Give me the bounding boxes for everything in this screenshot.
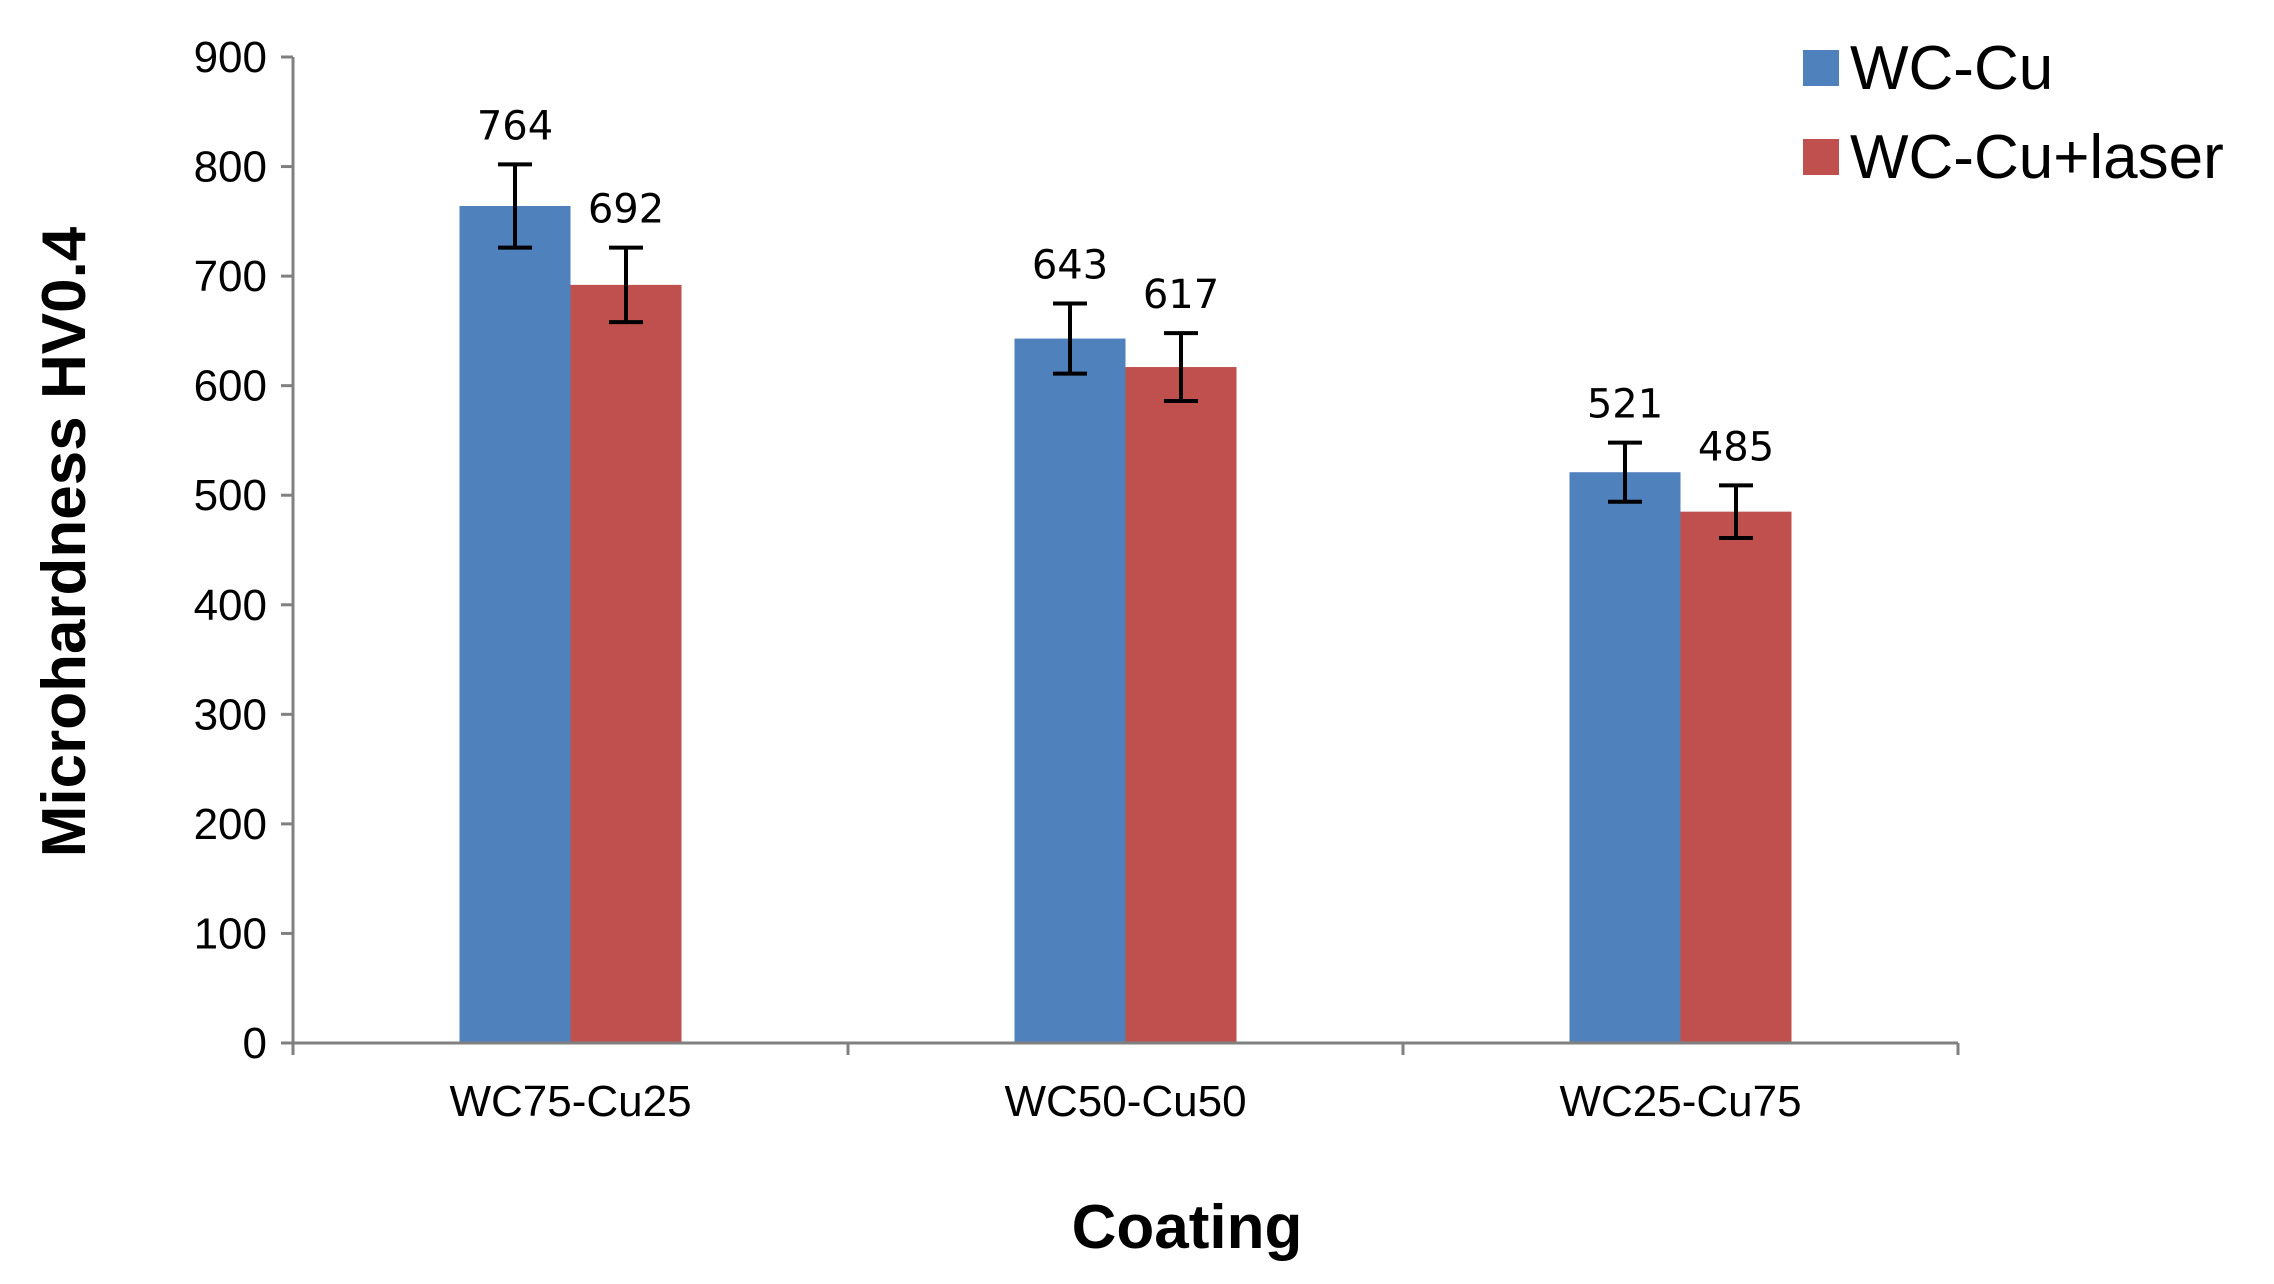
data-labels-layer: 764 643 521 692 617 485 [477,103,1774,470]
legend-label-wc-cu: WC-Cu [1850,34,2053,103]
legend: WC-Cu WC-Cu+laser [1803,34,2224,192]
data-label: 485 [1698,424,1774,470]
axes-layer [291,57,1958,1045]
data-label: 643 [1032,243,1108,289]
bar-wc-cu-2 [1569,472,1681,1043]
legend-label-wc-cu-laser: WC-Cu+laser [1850,123,2224,192]
y-tick-label: 300 [194,690,267,739]
error-bars-layer [498,162,1753,540]
x-ticks-layer: WC75-Cu25 WC50-Cu50 WC25-Cu75 [291,1043,1960,1126]
y-tick-label: 700 [194,252,267,301]
x-tick-label: WC75-Cu25 [449,1077,691,1126]
y-tick-label: 0 [243,1019,267,1068]
x-axis-title: Coating [1072,1193,1303,1262]
y-tick-label: 900 [194,33,267,82]
bar-wc-cu-0 [459,205,571,1044]
data-label: 692 [588,187,664,233]
bar-wc-cu-laser-0 [570,284,682,1043]
y-tick-label: 500 [194,471,267,520]
bar-wc-cu-laser-2 [1680,511,1792,1044]
data-label: 521 [1587,382,1663,428]
legend-swatch-wc-cu [1803,50,1839,86]
x-tick-label: WC50-Cu50 [1004,1077,1246,1126]
y-tick-label: 800 [194,143,267,192]
bar-wc-cu-laser-1 [1125,367,1237,1043]
legend-swatch-wc-cu-laser [1803,139,1839,175]
y-tick-label: 100 [194,909,267,958]
data-label: 617 [1143,272,1219,318]
y-tick-label: 400 [194,581,267,630]
y-tick-label: 200 [194,800,267,849]
bars-layer [459,205,1792,1044]
y-tick-label: 600 [194,362,267,411]
bar-wc-cu-1 [1014,338,1126,1044]
y-axis-title: Microhardness HV0.4 [30,226,99,857]
x-tick-label: WC25-Cu75 [1559,1077,1801,1126]
y-ticks-layer: 0 100 200 300 400 500 600 700 800 900 [194,33,293,1068]
data-label: 764 [477,103,553,149]
